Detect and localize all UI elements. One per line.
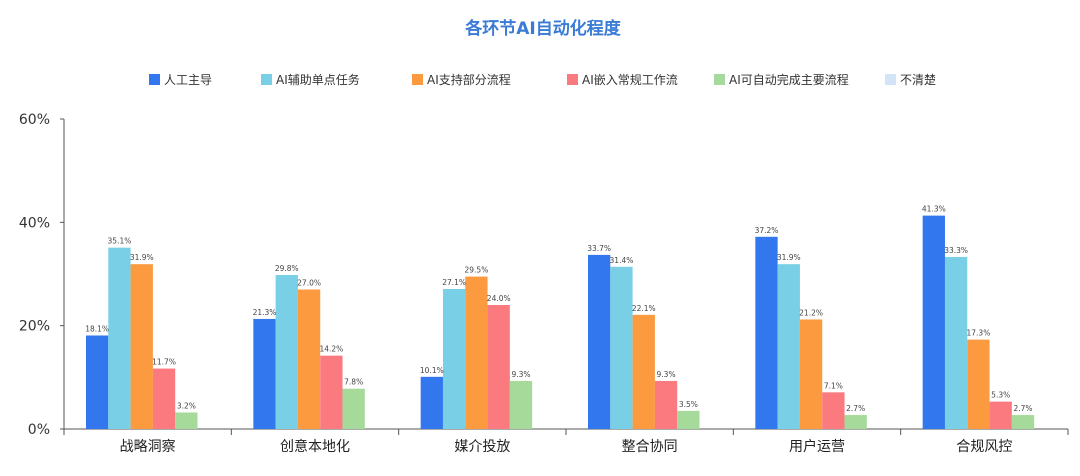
bar (822, 392, 845, 429)
data-label: 10.1% (420, 366, 444, 375)
legend-item: 不清楚 (885, 73, 936, 87)
data-label: 7.1% (824, 381, 843, 390)
legend: 人工主导 AI辅助单点任务 AI支持部分流程 AI嵌入常规工作流 AI可自动完成主要流程… (149, 72, 936, 87)
category-label: 战略洞察 (120, 438, 176, 455)
bar (632, 314, 655, 429)
data-label: 11.7% (152, 358, 176, 367)
data-label: 27.0% (297, 279, 321, 288)
bar (799, 319, 823, 429)
bar (342, 388, 365, 429)
data-label: 31.9% (777, 253, 801, 262)
legend-swatch (149, 74, 160, 85)
bars (86, 215, 1035, 429)
bar (844, 415, 867, 429)
category-label: 创意本地化 (280, 438, 350, 455)
bar (487, 305, 510, 429)
data-label: 37.2% (755, 226, 779, 235)
data-label: 21.2% (799, 308, 823, 317)
bar (509, 380, 533, 429)
data-label: 5.3% (991, 391, 1010, 400)
legend-label: AI支持部分流程 (427, 72, 511, 87)
data-label: 33.3% (944, 246, 968, 255)
data-label: 31.9% (130, 253, 154, 262)
data-label: 9.3% (657, 370, 676, 379)
data-label: 41.3% (922, 205, 946, 214)
data-label: 3.5% (679, 400, 698, 409)
bar (944, 256, 968, 429)
data-label: 29.5% (465, 266, 489, 275)
y-tick-label: 60% (19, 112, 50, 128)
bar (108, 247, 131, 429)
legend-item: AI辅助单点任务 (261, 72, 360, 87)
legend-item: AI可自动完成主要流程 (714, 72, 849, 87)
bar (152, 368, 176, 429)
bar (253, 318, 276, 429)
legend-label: 不清楚 (900, 73, 936, 87)
bar (755, 236, 778, 429)
bar (130, 264, 153, 429)
data-label: 2.7% (1013, 404, 1032, 413)
bar (320, 355, 343, 429)
category-label: 用户运营 (789, 438, 845, 455)
data-label: 29.8% (275, 264, 299, 273)
data-label: 3.2% (177, 401, 196, 410)
category-label: 整合协同 (622, 439, 678, 455)
bar (1011, 415, 1035, 429)
data-label: 18.1% (85, 324, 109, 333)
bar (989, 401, 1012, 429)
bar (967, 339, 990, 429)
y-tick-label: 20% (19, 319, 50, 335)
data-label: 9.3% (511, 370, 530, 379)
bar (175, 412, 198, 429)
data-labels: 18.1% 35.1% 31.9% 11.7% 3.2% 21.3% 29.8% 27.0% 1… (85, 205, 1032, 413)
bar (275, 275, 298, 429)
bar (922, 215, 945, 429)
data-label: 17.3% (967, 329, 991, 338)
bar (677, 410, 700, 429)
data-label: 24.0% (487, 294, 511, 303)
bar (588, 254, 611, 429)
x-axis: 战略洞察 创意本地化 媒介投放 整合协同 用户运营 合规风控 (63, 428, 1069, 455)
bar (420, 376, 443, 429)
data-label: 7.8% (344, 378, 363, 387)
bar (654, 380, 678, 429)
bar (442, 288, 466, 429)
bar (297, 289, 321, 429)
legend-label: 人工主导 (164, 73, 212, 87)
legend-swatch (885, 74, 896, 85)
data-label: 33.7% (587, 244, 611, 253)
legend-item: AI支持部分流程 (412, 72, 511, 87)
legend-swatch (261, 74, 272, 85)
bar (465, 276, 488, 429)
bar (777, 264, 800, 429)
bar (610, 266, 633, 429)
y-tick-label: 0% (28, 422, 50, 438)
data-label: 21.3% (253, 308, 277, 317)
data-label: 27.1% (442, 278, 466, 287)
data-label: 2.7% (846, 404, 865, 413)
y-tick-label: 40% (19, 215, 50, 231)
legend-item: AI嵌入常规工作流 (567, 72, 678, 87)
data-label: 35.1% (108, 237, 132, 246)
data-label: 31.4% (610, 256, 634, 265)
category-label: 媒介投放 (454, 439, 510, 455)
legend-item: 人工主导 (149, 73, 212, 87)
legend-label: AI可自动完成主要流程 (729, 72, 849, 87)
y-axis: 0% 20% 40% 60% (19, 112, 65, 438)
legend-swatch (567, 74, 578, 85)
legend-swatch (412, 74, 423, 85)
bar (86, 335, 109, 429)
data-label: 14.2% (319, 345, 343, 354)
data-label: 22.1% (632, 304, 656, 313)
legend-label: AI辅助单点任务 (276, 72, 360, 87)
category-label: 合规风控 (956, 439, 1012, 455)
legend-label: AI嵌入常规工作流 (582, 72, 678, 87)
chart-title: 各环节AI自动化程度 (464, 18, 621, 39)
legend-swatch (714, 74, 725, 85)
